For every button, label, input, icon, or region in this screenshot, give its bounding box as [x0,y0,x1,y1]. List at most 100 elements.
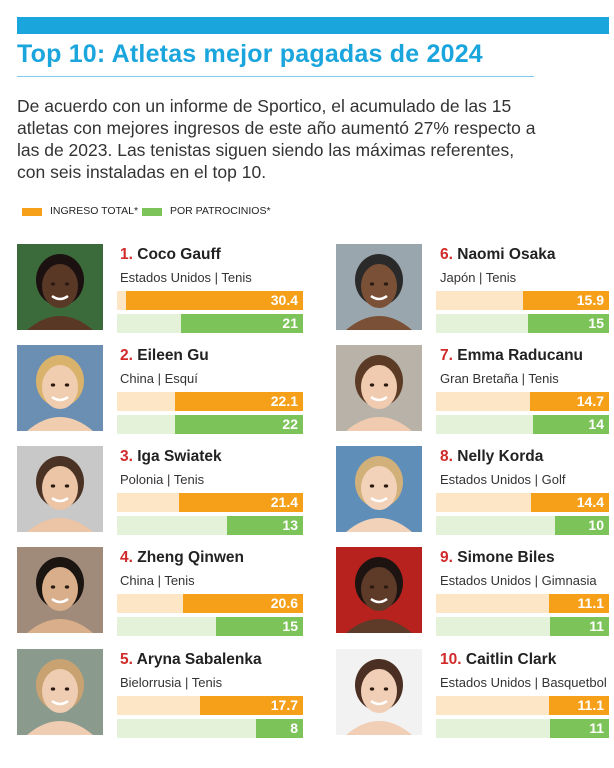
athlete-photo [336,244,422,330]
bar-track-total: 22.1 [117,392,303,411]
bar-sponsor: 15 [528,314,609,333]
athlete-rank: 1. [120,246,133,263]
athlete-country-sport: Estados Unidos | Tenis [120,270,252,285]
athlete-portrait-icon [17,649,103,735]
athlete-rank: 5. [120,651,133,668]
bar-value-sponsor: 13 [282,517,298,533]
athlete-photo [17,244,103,330]
athlete-name-text: Coco Gauff [132,246,221,263]
intro-paragraph: De acuerdo con un informe de Sportico, e… [17,96,536,182]
bar-value-total: 30.4 [270,292,298,308]
bar-track-sponsor: 13 [117,516,303,535]
athlete-portrait-icon [17,345,103,431]
bar-value-total: 14.4 [576,494,604,510]
athlete-name-text: Caitlin Clark [461,651,557,668]
bar-total: 11.1 [549,696,609,715]
athlete-portrait-icon [336,649,422,735]
athlete-name: 5. Aryna Sabalenka [120,651,262,669]
athlete-card: 3. Iga Swiatek Polonia | Tenis 21.4 13 [17,446,317,538]
athlete-card: 8. Nelly Korda Estados Unidos | Golf 14.4 1… [336,446,614,538]
bar-track-sponsor: 15 [436,314,609,333]
bar-track-total: 11.1 [436,696,609,715]
athlete-name: 10. Caitlin Clark [440,651,556,669]
bar-track-total: 11.1 [436,594,609,613]
top-accent-bar [17,17,609,34]
bar-value-total: 15.9 [576,292,604,308]
bar-value-sponsor: 11 [589,720,604,736]
athlete-country-sport: Estados Unidos | Basquetbol [440,675,607,690]
bar-sponsor: 13 [227,516,303,535]
bar-track-total: 21.4 [117,493,303,512]
bar-value-total: 20.6 [270,595,298,611]
bar-value-total: 17.7 [270,697,298,713]
athlete-name: 1. Coco Gauff [120,246,221,264]
bar-total: 20.6 [183,594,303,613]
bar-value-sponsor: 11 [589,618,604,634]
athlete-portrait-icon [336,547,422,633]
athlete-rank: 8. [440,448,453,465]
athlete-rank: 3. [120,448,133,465]
athlete-name: 7. Emma Raducanu [440,347,583,365]
athlete-name-text: Naomi Osaka [452,246,556,263]
bar-track-total: 14.7 [436,392,609,411]
athlete-country-sport: Estados Unidos | Gimnasia [440,573,597,588]
bar-total: 21.4 [179,493,303,512]
athlete-country-sport: China | Tenis [120,573,195,588]
athlete-card: 4. Zheng Qinwen China | Tenis 20.6 15 [17,547,317,639]
legend-swatch-total [22,208,42,216]
athlete-photo [17,345,103,431]
athlete-portrait-icon [336,446,422,532]
athlete-card: 2. Eileen Gu China | Esquí 22.1 22 [17,345,317,437]
bar-total: 22.1 [175,392,303,411]
athlete-rank: 2. [120,347,133,364]
athlete-name-text: Emma Raducanu [452,347,583,364]
bar-track-sponsor: 22 [117,415,303,434]
athlete-country-sport: Japón | Tenis [440,270,517,285]
athlete-name: 3. Iga Swiatek [120,448,222,466]
bar-track-sponsor: 8 [117,719,303,738]
athlete-name: 9. Simone Biles [440,549,555,567]
athlete-photo [17,649,103,735]
athlete-card: 10. Caitlin Clark Estados Unidos | Basque… [336,649,614,741]
bar-sponsor: 15 [216,617,303,636]
athlete-name-text: Nelly Korda [452,448,544,465]
bar-value-sponsor: 21 [282,315,298,331]
athlete-portrait-icon [336,244,422,330]
bar-total: 14.7 [530,392,609,411]
legend-label-sponsor: POR PATROCINIOS* [170,205,271,217]
legend-swatch-sponsor [142,208,162,216]
athlete-name-text: Iga Swiatek [132,448,222,465]
athlete-name: 6. Naomi Osaka [440,246,555,264]
bar-value-sponsor: 10 [588,517,604,533]
bar-value-total: 11.1 [577,697,604,713]
athlete-name: 8. Nelly Korda [440,448,543,466]
bar-sponsor: 8 [256,719,303,738]
athlete-name: 4. Zheng Qinwen [120,549,244,567]
athlete-country-sport: Polonia | Tenis [120,472,205,487]
athlete-photo [336,547,422,633]
athlete-card: 6. Naomi Osaka Japón | Tenis 15.9 15 [336,244,614,336]
bar-sponsor: 10 [555,516,609,535]
bar-value-sponsor: 8 [290,720,298,736]
bar-total: 11.1 [549,594,609,613]
bar-sponsor: 14 [533,415,609,434]
bar-track-total: 20.6 [117,594,303,613]
bar-value-sponsor: 14 [588,416,604,432]
athlete-rank: 9. [440,549,453,566]
legend-label-total: INGRESO TOTAL* [50,205,139,217]
athlete-portrait-icon [17,446,103,532]
bar-value-sponsor: 15 [588,315,604,331]
bar-total: 30.4 [126,291,303,310]
athlete-name-text: Aryna Sabalenka [132,651,262,668]
bar-track-sponsor: 14 [436,415,609,434]
bar-track-sponsor: 21 [117,314,303,333]
athlete-rank: 4. [120,549,133,566]
athlete-card: 7. Emma Raducanu Gran Bretaña | Tenis 14.7… [336,345,614,437]
athlete-rank: 6. [440,246,453,263]
athlete-name-text: Zheng Qinwen [132,549,245,566]
bar-total: 15.9 [523,291,609,310]
bar-value-total: 22.1 [270,393,298,409]
bar-value-total: 14.7 [576,393,604,409]
athlete-photo [336,345,422,431]
bar-total: 14.4 [531,493,609,512]
